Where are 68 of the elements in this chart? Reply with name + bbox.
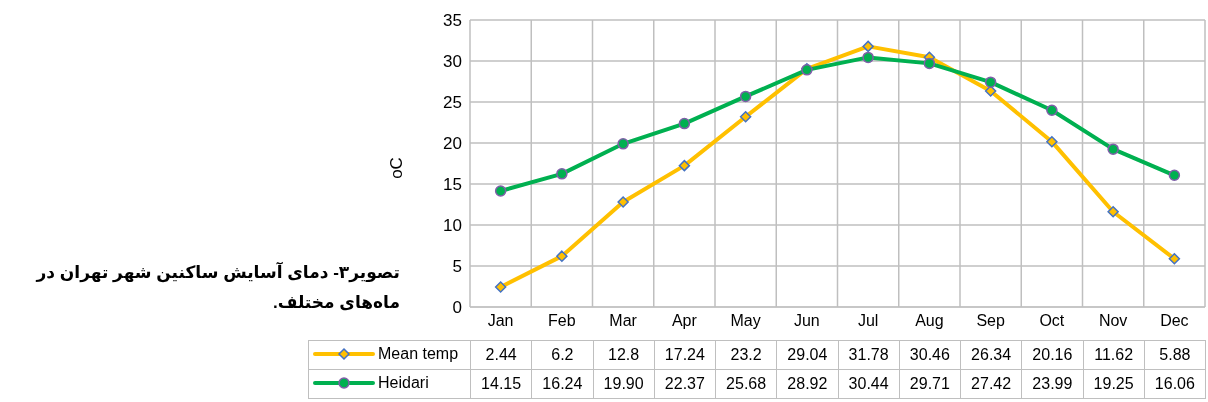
data-label: 28.92 [776,369,838,399]
data-label: 22.37 [654,369,716,399]
y-tick-label: 25 [443,93,462,113]
data-label: 14.15 [470,369,532,399]
data-label: 16.24 [531,369,593,399]
data-label: 31.78 [838,340,900,370]
data-label: 20.16 [1021,340,1083,370]
point [1107,205,1119,218]
point [556,168,568,180]
data-label: 19.90 [593,369,655,399]
x-tick-label: Feb [548,312,576,330]
point [923,57,936,70]
y-tick-label: 10 [443,216,462,236]
data-label: 23.2 [715,340,777,370]
x-tick-label: Nov [1098,312,1128,330]
point [1046,135,1058,148]
data-label: 25.68 [715,369,777,399]
data-label: 26.34 [960,340,1022,370]
point [1168,169,1181,182]
point [678,117,691,130]
point [739,90,752,103]
data-label: 17.24 [654,340,716,370]
y-tick-label: 0 [452,298,462,318]
y-axis-title: oC [386,157,407,179]
x-tick-label: Aug [915,312,944,330]
data-label: 27.42 [960,369,1022,399]
point [678,159,691,172]
point [1168,253,1181,265]
point [494,185,507,197]
legend-label: Heidari [377,374,429,392]
x-tick-label: Jan [487,312,514,330]
data-label: 11.62 [1083,340,1145,370]
point [984,76,997,88]
point [494,281,507,293]
x-tick-label: Dec [1160,312,1189,330]
data-label: 16.06 [1144,369,1206,399]
x-tick-label: Mar [609,312,638,330]
data-label: 19.25 [1083,369,1145,399]
data-label: 30.44 [838,369,900,399]
point [1107,143,1119,155]
x-tick-label: Jul [857,312,879,330]
x-tick-label: Apr [671,312,698,330]
data-label: 29.71 [899,369,961,399]
data-label: 30.46 [899,340,961,370]
point [862,51,874,64]
y-tick-label: 20 [443,134,462,154]
point [617,196,629,208]
x-tick-label: Jun [793,312,820,330]
data-label: 6.2 [531,340,593,370]
data-label: 12.8 [593,340,655,370]
y-tick-label: 15 [443,175,462,195]
data-label: 29.04 [776,340,838,370]
point [739,111,752,123]
point [617,138,629,150]
point [556,250,568,262]
x-tick-label: May [730,312,761,330]
x-tick-label: Sep [976,312,1005,330]
legend-label: Mean temp [377,345,459,363]
data-label: 2.44 [470,340,532,370]
x-tick-label: Oct [1039,312,1065,330]
y-tick-label: 5 [452,257,462,277]
data-label: 5.88 [1144,340,1206,370]
point [862,40,874,53]
point [1046,104,1058,117]
y-tick-label: 35 [443,11,462,31]
data-label: 23.99 [1021,369,1083,399]
y-tick-label: 30 [443,52,462,72]
text: تصویر۳- دمای آسایش ساکنین شهر تهران در ماه‌های مختلف. [34,261,400,314]
